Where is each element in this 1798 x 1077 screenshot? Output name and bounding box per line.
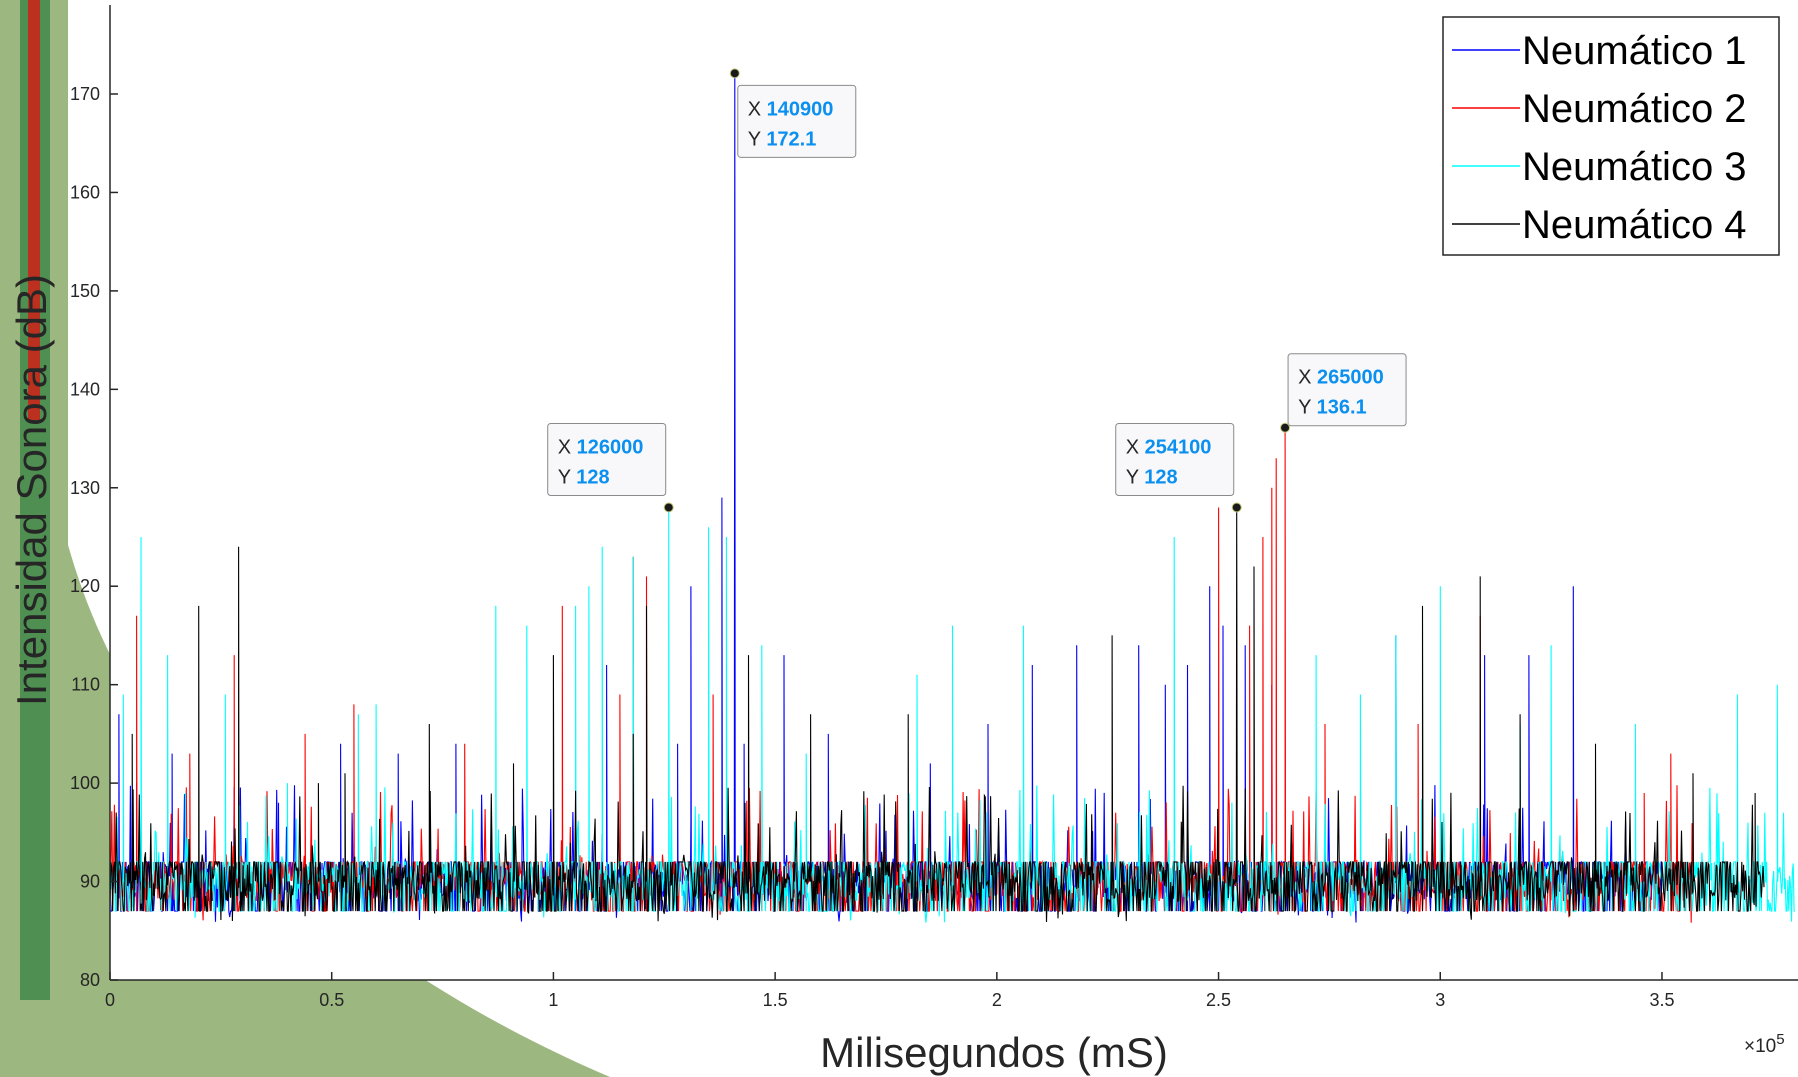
y-tick-label: 130: [70, 478, 100, 498]
legend-box: [1442, 16, 1780, 256]
data-tip-box: [1287, 353, 1407, 427]
data-tip-y-letter: Y: [558, 466, 577, 488]
data-tip-marker: [1280, 422, 1291, 433]
legend-label: Neumático 3: [1522, 145, 1747, 189]
y-tick-label: 80: [80, 970, 100, 990]
y-tick-label: 140: [70, 379, 100, 399]
legend-label: Neumático 1: [1522, 29, 1747, 73]
data-tip-box: [547, 422, 667, 496]
y-tick-label: 170: [70, 84, 100, 104]
data-tip-y: Y 128: [558, 466, 610, 488]
data-tip-marker: [1231, 502, 1242, 513]
legend-label: Neumático 4: [1522, 203, 1747, 247]
y-tick-label: 110: [71, 675, 100, 695]
legend-label: Neumático 2: [1522, 87, 1747, 131]
data-tip-y-value: 136.1: [1317, 397, 1367, 419]
data-tip-x: X 140900: [748, 98, 834, 120]
data-tip-y: Y 128: [1126, 466, 1178, 488]
y-tick-label: 160: [70, 182, 100, 202]
data-tip-y-value: 128: [1144, 466, 1177, 488]
y-tick-label: 120: [70, 576, 100, 596]
x-tick-label: 2: [992, 990, 1002, 1010]
x-exponent-label: ×105: [1744, 1031, 1785, 1057]
data-tip-y-letter: Y: [1126, 466, 1145, 488]
data-tip-x-value: 254100: [1145, 436, 1212, 458]
data-tip-x-letter: X: [1126, 436, 1145, 458]
data-tip-box: [737, 84, 857, 158]
x-axis-title: Milisegundos (mS): [820, 1029, 1168, 1076]
x-tick-label: 3.5: [1649, 990, 1674, 1010]
data-tip-marker: [663, 502, 674, 513]
data-tip-x-letter: X: [558, 436, 577, 458]
series-line: [110, 73, 1662, 923]
x-tick-label: 1: [548, 990, 558, 1010]
data-tip-y: Y 172.1: [748, 128, 817, 150]
data-tip-y: Y 136.1: [1298, 397, 1367, 419]
x-ticks: 0 0.5 1 1.5 2 2.5 3 3.5: [105, 972, 1674, 1010]
data-tip-y-value: 172.1: [766, 128, 816, 150]
legend-items: Neumático 1 Neumático 2 Neumático 3 Neumáti…: [1452, 29, 1747, 247]
data-tip-x-value: 265000: [1317, 367, 1384, 389]
data-tip-box: [1115, 422, 1235, 496]
x-tick-label: 3: [1435, 990, 1445, 1010]
legend: Neumático 1 Neumático 2 Neumático 3 Neumáti…: [1442, 16, 1780, 256]
x-tick-label: 2.5: [1206, 990, 1231, 1010]
data-tip-y-letter: Y: [1298, 397, 1317, 419]
y-axis-title: Intensidad Sonora (dB): [8, 274, 55, 706]
series-layer: [109, 73, 1795, 923]
x-tick-label: 0.5: [319, 990, 344, 1010]
data-tip-x-letter: X: [1298, 367, 1317, 389]
data-tip-y-value: 128: [576, 466, 609, 488]
data-tip-x-value: 140900: [767, 98, 834, 120]
series-line: [109, 507, 1765, 923]
y-tick-label: 100: [70, 773, 100, 793]
y-tick-label: 150: [70, 281, 100, 301]
data-tip-marker: [729, 68, 740, 79]
data-tip-x: X 254100: [1126, 436, 1212, 458]
x-tick-label: 0: [105, 990, 115, 1010]
y-tick-label: 90: [80, 872, 100, 892]
data-tip-y-letter: Y: [748, 128, 767, 150]
data-tip-x-letter: X: [748, 98, 767, 120]
y-ticks: 80 90 100 110 120 130 140 150 160 170: [70, 84, 118, 990]
data-tip-x-value: 126000: [577, 436, 644, 458]
data-tip-x: X 126000: [558, 436, 644, 458]
data-tip-x: X 265000: [1298, 367, 1384, 389]
x-tick-label: 1.5: [763, 990, 788, 1010]
